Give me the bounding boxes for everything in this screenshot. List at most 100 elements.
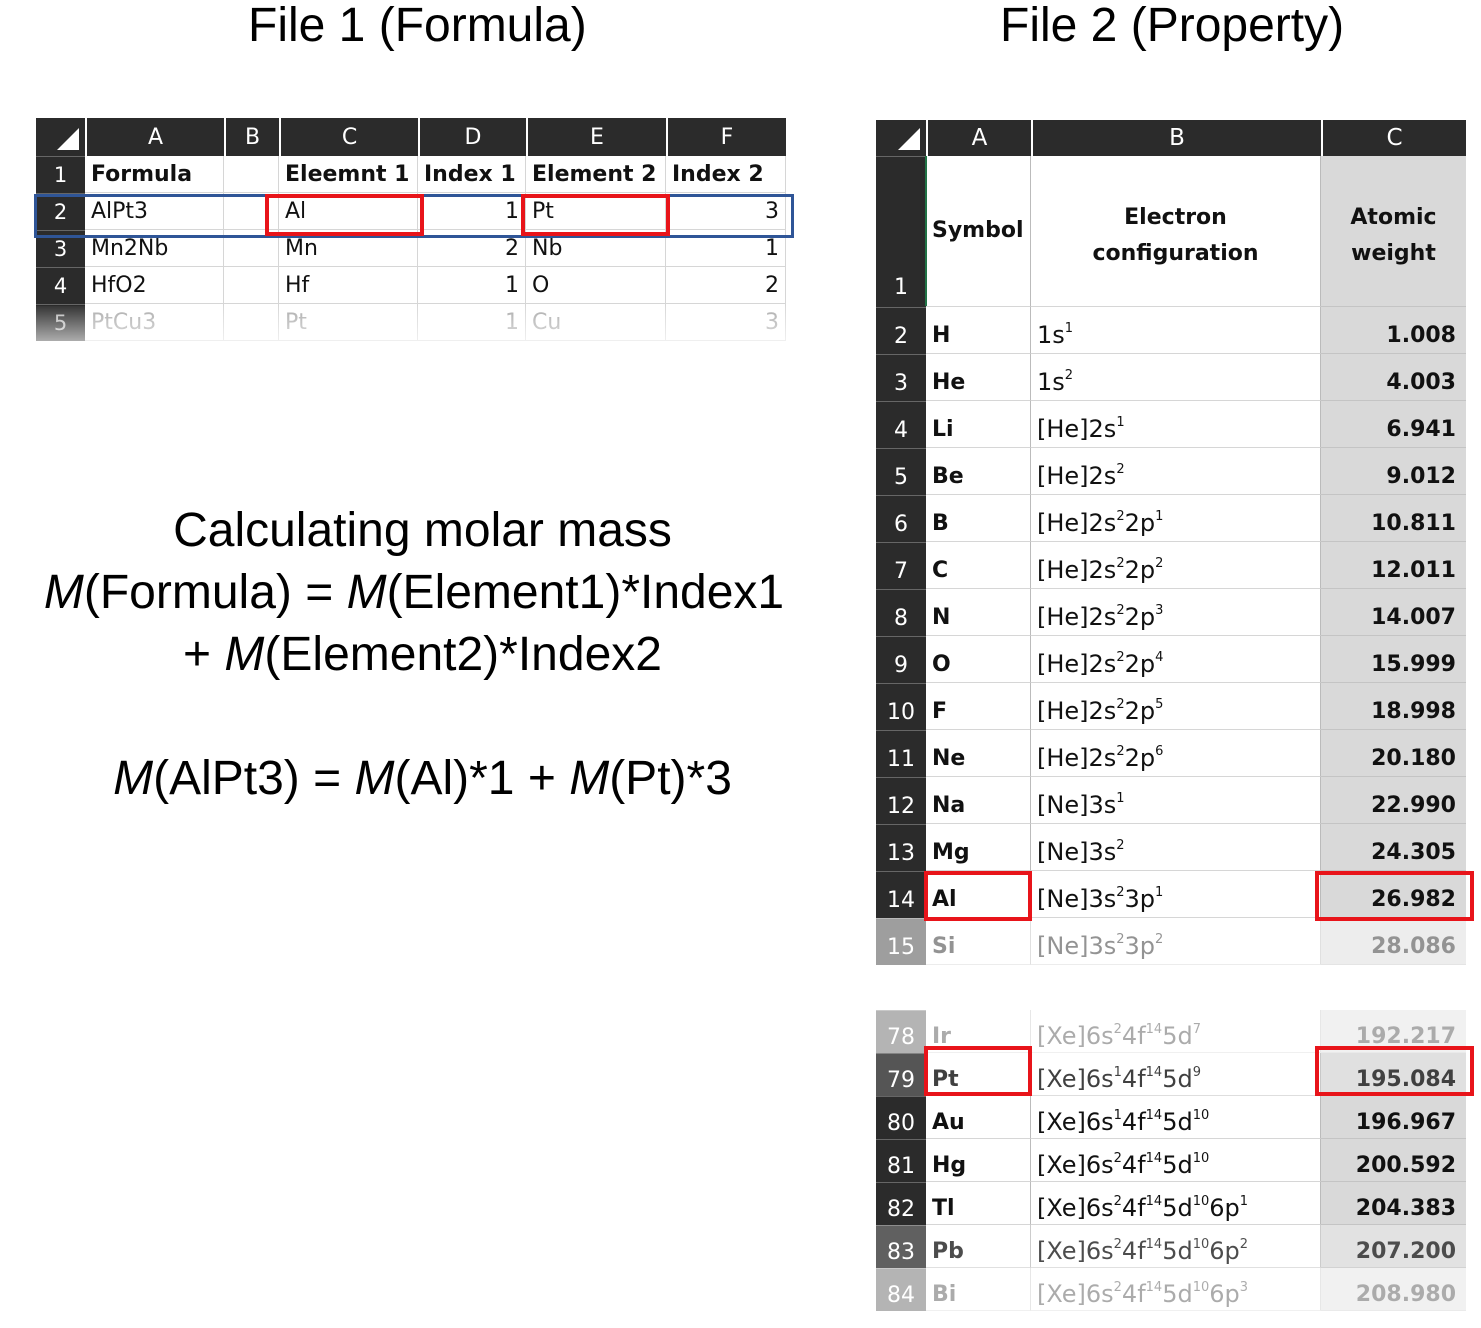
atomic-weight-cell[interactable]: 22.990 bbox=[1321, 777, 1466, 824]
row-header-4[interactable]: 4 bbox=[876, 401, 926, 448]
configuration-cell[interactable]: [Xe]6s24f145d7 bbox=[1031, 1010, 1321, 1053]
cell-d1[interactable]: Index 1 bbox=[418, 156, 526, 193]
cell-f2[interactable]: 3 bbox=[666, 193, 786, 230]
symbol-cell[interactable]: Mg bbox=[926, 824, 1031, 871]
atomic-weight-cell[interactable]: 204.383 bbox=[1321, 1182, 1466, 1225]
configuration-cell[interactable]: [Xe]6s24f145d106p1 bbox=[1031, 1182, 1321, 1225]
cell-f1[interactable]: Index 2 bbox=[666, 156, 786, 193]
symbol-cell[interactable]: N bbox=[926, 589, 1031, 636]
column-header-a[interactable]: A bbox=[85, 118, 224, 156]
atomic-weight-cell[interactable]: 9.012 bbox=[1321, 448, 1466, 495]
configuration-cell[interactable]: [Xe]6s24f145d106p2 bbox=[1031, 1225, 1321, 1268]
cell-e4[interactable]: O bbox=[526, 267, 666, 304]
atomic-weight-cell[interactable]: 28.086 bbox=[1321, 918, 1466, 965]
cell-f3[interactable]: 1 bbox=[666, 230, 786, 267]
symbol-cell[interactable]: He bbox=[926, 354, 1031, 401]
atomic-weight-cell[interactable]: 26.982 bbox=[1321, 871, 1466, 918]
column-header-c[interactable]: C bbox=[279, 118, 418, 156]
row-header-79[interactable]: 79 bbox=[876, 1053, 926, 1096]
row-header-78[interactable]: 78 bbox=[876, 1010, 926, 1053]
cell-b2[interactable] bbox=[224, 193, 279, 230]
symbol-cell[interactable]: O bbox=[926, 636, 1031, 683]
atomic-weight-cell[interactable]: 10.811 bbox=[1321, 495, 1466, 542]
configuration-cell[interactable]: [He]2s22p5 bbox=[1031, 683, 1321, 730]
cell-d4[interactable]: 1 bbox=[418, 267, 526, 304]
column-header-a[interactable]: A bbox=[926, 120, 1031, 156]
row-header-14[interactable]: 14 bbox=[876, 871, 926, 918]
atomic-weight-cell[interactable]: 15.999 bbox=[1321, 636, 1466, 683]
configuration-cell[interactable]: [He]2s22p6 bbox=[1031, 730, 1321, 777]
atomic-weight-cell[interactable]: 12.011 bbox=[1321, 542, 1466, 589]
configuration-cell[interactable]: [Xe]6s14f145d10 bbox=[1031, 1096, 1321, 1139]
symbol-cell[interactable]: H bbox=[926, 307, 1031, 354]
row-header-4[interactable]: 4 bbox=[36, 267, 85, 304]
atomic-weight-cell[interactable]: 18.998 bbox=[1321, 683, 1466, 730]
select-all-corner[interactable] bbox=[36, 118, 85, 156]
column-header-e[interactable]: E bbox=[526, 118, 666, 156]
cell-d3[interactable]: 2 bbox=[418, 230, 526, 267]
row-header-1[interactable]: 1 bbox=[36, 156, 85, 193]
row-header-3[interactable]: 3 bbox=[876, 354, 926, 401]
atomic-weight-cell[interactable]: 200.592 bbox=[1321, 1139, 1466, 1182]
symbol-cell[interactable]: Ne bbox=[926, 730, 1031, 777]
row-header-9[interactable]: 9 bbox=[876, 636, 926, 683]
cell-c2[interactable]: Al bbox=[279, 193, 418, 230]
column-header-c[interactable]: C bbox=[1321, 120, 1466, 156]
row-header-83[interactable]: 83 bbox=[876, 1225, 926, 1268]
cell-e2[interactable]: Pt bbox=[526, 193, 666, 230]
configuration-cell[interactable]: [Ne]3s1 bbox=[1031, 777, 1321, 824]
atomic-weight-cell[interactable]: 6.941 bbox=[1321, 401, 1466, 448]
row-header-84[interactable]: 84 bbox=[876, 1268, 926, 1311]
symbol-cell[interactable]: Bi bbox=[926, 1268, 1031, 1311]
row-header-8[interactable]: 8 bbox=[876, 589, 926, 636]
atomic-weight-cell[interactable]: 192.217 bbox=[1321, 1010, 1466, 1053]
configuration-cell[interactable]: [He]2s22p1 bbox=[1031, 495, 1321, 542]
symbol-cell[interactable]: Be bbox=[926, 448, 1031, 495]
cell-a2[interactable]: AlPt3 bbox=[85, 193, 224, 230]
cell-f4[interactable]: 2 bbox=[666, 267, 786, 304]
electron-configuration-header[interactable]: Electron configuration bbox=[1031, 156, 1321, 307]
select-all-corner[interactable] bbox=[876, 120, 926, 156]
symbol-cell[interactable]: C bbox=[926, 542, 1031, 589]
cell-e1[interactable]: Element 2 bbox=[526, 156, 666, 193]
row-header-6[interactable]: 6 bbox=[876, 495, 926, 542]
cell-b4[interactable] bbox=[224, 267, 279, 304]
cell-d2[interactable]: 1 bbox=[418, 193, 526, 230]
row-header-80[interactable]: 80 bbox=[876, 1096, 926, 1139]
configuration-cell[interactable]: [He]2s22p3 bbox=[1031, 589, 1321, 636]
row-header-81[interactable]: 81 bbox=[876, 1139, 926, 1182]
symbol-header[interactable]: Symbol bbox=[926, 156, 1031, 307]
row-header-15[interactable]: 15 bbox=[876, 918, 926, 965]
column-header-b[interactable]: B bbox=[224, 118, 279, 156]
atomic-weight-cell[interactable]: 4.003 bbox=[1321, 354, 1466, 401]
configuration-cell[interactable]: [Xe]6s24f145d10 bbox=[1031, 1139, 1321, 1182]
cell-b1[interactable] bbox=[224, 156, 279, 193]
symbol-cell[interactable]: Si bbox=[926, 918, 1031, 965]
cell-a3[interactable]: Mn2Nb bbox=[85, 230, 224, 267]
symbol-cell[interactable]: Pb bbox=[926, 1225, 1031, 1268]
column-header-f[interactable]: F bbox=[666, 118, 786, 156]
configuration-cell[interactable]: 1s2 bbox=[1031, 354, 1321, 401]
atomic-weight-cell[interactable]: 14.007 bbox=[1321, 589, 1466, 636]
symbol-cell[interactable]: Na bbox=[926, 777, 1031, 824]
row-header-12[interactable]: 12 bbox=[876, 777, 926, 824]
symbol-cell[interactable]: Tl bbox=[926, 1182, 1031, 1225]
atomic-weight-cell[interactable]: 208.980 bbox=[1321, 1268, 1466, 1311]
cell-e3[interactable]: Nb bbox=[526, 230, 666, 267]
symbol-cell[interactable]: B bbox=[926, 495, 1031, 542]
configuration-cell[interactable]: [Ne]3s23p1 bbox=[1031, 871, 1321, 918]
configuration-cell[interactable]: [Xe]6s14f145d9 bbox=[1031, 1053, 1321, 1096]
cell-c4[interactable]: Hf bbox=[279, 267, 418, 304]
atomic-weight-cell[interactable]: 1.008 bbox=[1321, 307, 1466, 354]
column-header-d[interactable]: D bbox=[418, 118, 526, 156]
atomic-weight-cell[interactable]: 20.180 bbox=[1321, 730, 1466, 777]
row-header-1[interactable]: 1 bbox=[876, 156, 926, 307]
configuration-cell[interactable]: [He]2s22p2 bbox=[1031, 542, 1321, 589]
cell-a4[interactable]: HfO2 bbox=[85, 267, 224, 304]
row-header-13[interactable]: 13 bbox=[876, 824, 926, 871]
symbol-cell[interactable]: Ir bbox=[926, 1010, 1031, 1053]
configuration-cell[interactable]: [He]2s1 bbox=[1031, 401, 1321, 448]
column-header-b[interactable]: B bbox=[1031, 120, 1321, 156]
cell-a1[interactable]: Formula bbox=[85, 156, 224, 193]
symbol-cell[interactable]: F bbox=[926, 683, 1031, 730]
